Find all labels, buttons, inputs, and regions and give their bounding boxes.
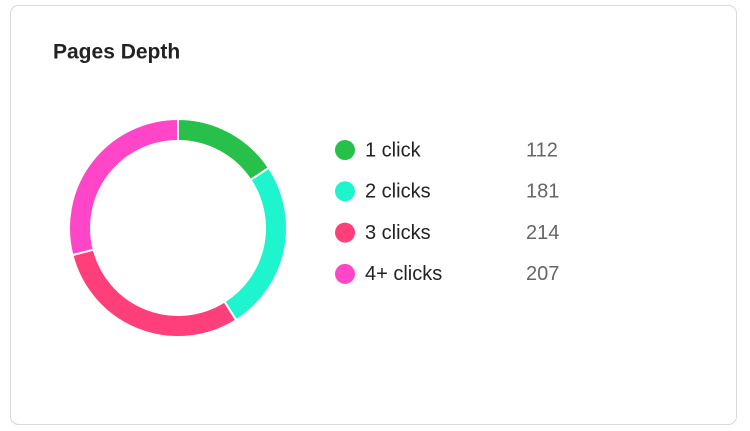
- legend-value: 181: [526, 181, 559, 203]
- legend-value: 207: [526, 263, 559, 285]
- legend-label: 4+ clicks: [365, 263, 442, 285]
- legend-swatch: [335, 181, 355, 202]
- legend-value: 214: [526, 222, 559, 244]
- legend-swatch: [335, 222, 355, 243]
- legend-label: 2 clicks: [365, 181, 431, 203]
- legend-value: 112: [526, 139, 558, 161]
- legend-label: 3 clicks: [365, 222, 431, 244]
- legend-swatch: [335, 263, 355, 284]
- donut-segment: [68, 117, 179, 257]
- chart-title: Pages Depth: [53, 41, 180, 64]
- legend-label: 1 click: [365, 139, 422, 161]
- legend-swatch: [335, 140, 355, 160]
- card: [10, 5, 737, 425]
